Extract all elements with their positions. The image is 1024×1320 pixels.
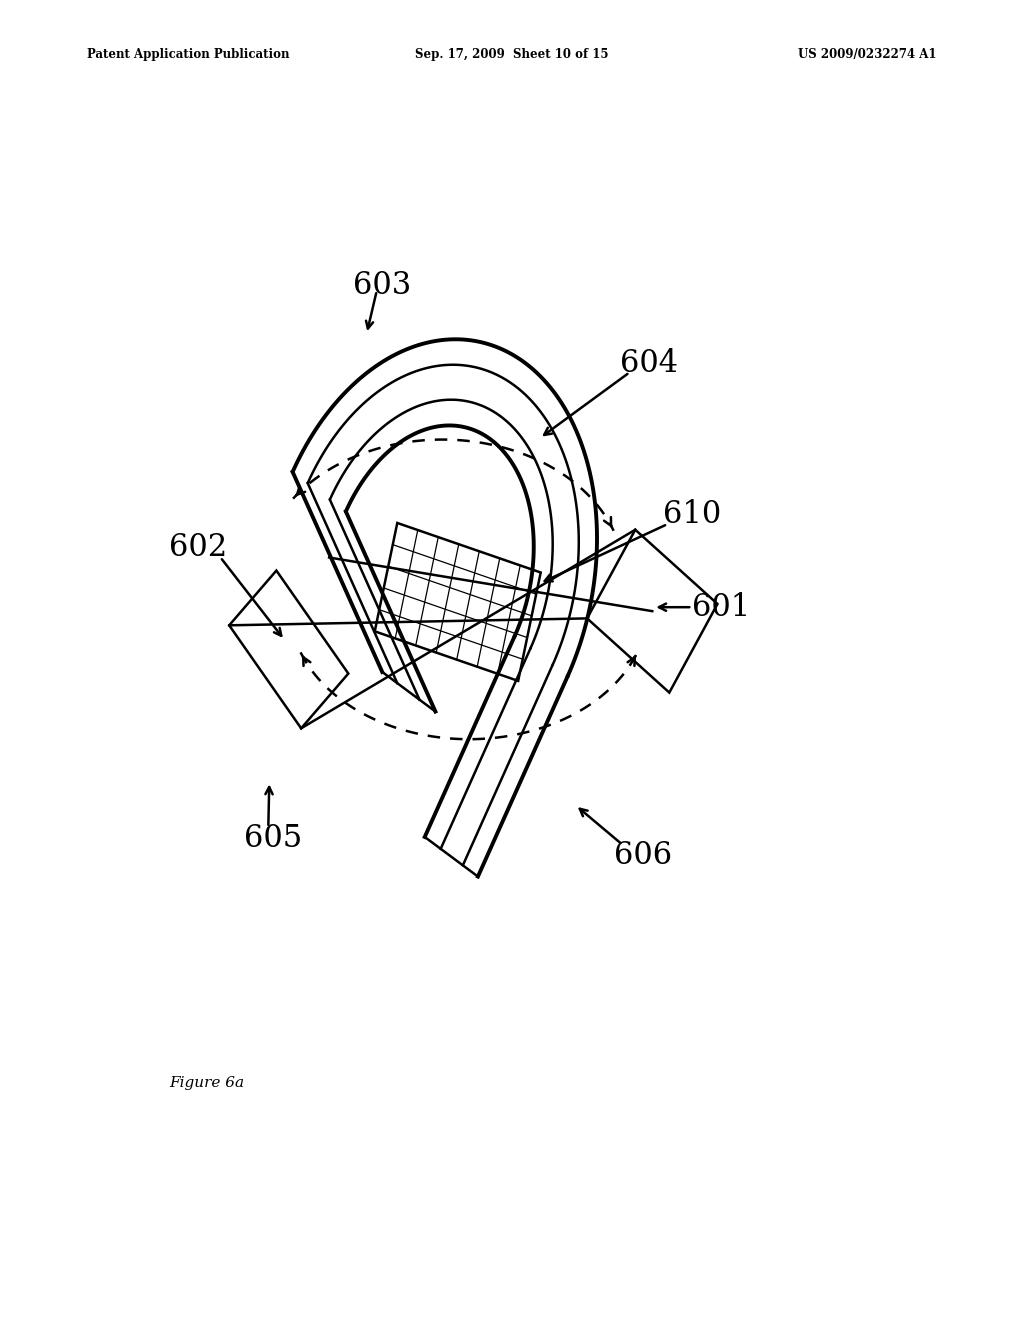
Text: 606: 606	[614, 840, 673, 871]
Text: US 2009/0232274 A1: US 2009/0232274 A1	[799, 48, 937, 61]
Text: 602: 602	[169, 532, 227, 564]
Text: 601: 601	[692, 591, 751, 623]
Text: 603: 603	[353, 269, 412, 301]
Text: Figure 6a: Figure 6a	[169, 1076, 244, 1090]
Text: 610: 610	[663, 499, 721, 531]
Text: 604: 604	[620, 347, 678, 379]
Text: Sep. 17, 2009  Sheet 10 of 15: Sep. 17, 2009 Sheet 10 of 15	[416, 48, 608, 61]
Text: 605: 605	[244, 822, 302, 854]
Text: Patent Application Publication: Patent Application Publication	[87, 48, 290, 61]
